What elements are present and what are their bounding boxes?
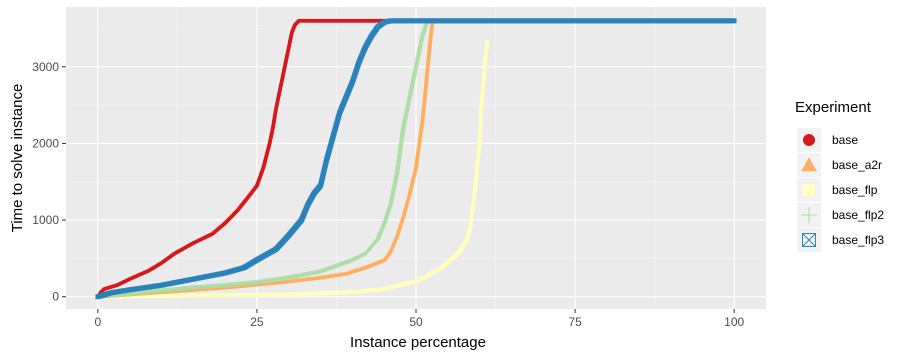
legend-key-base_flp (803, 184, 815, 196)
legend-item-base: base (797, 128, 858, 152)
series-base_flp3 (95, 18, 737, 300)
legend-key-base_flp3 (802, 233, 816, 247)
legend-key-base_a2r (801, 157, 817, 172)
legend: Experiment base base_a2r base_flp base_flp2… (795, 99, 884, 252)
data-point (485, 40, 490, 45)
legend-label-base_flp3: base_flp3 (832, 233, 884, 247)
legend-label-base_a2r: base_a2r (832, 158, 882, 172)
x-tick-label: 0 (94, 315, 101, 329)
legend-item-base_flp2: base_flp2 (797, 203, 884, 227)
legend-item-base_flp3: base_flp3 (797, 228, 884, 252)
legend-label-base_flp2: base_flp2 (832, 208, 884, 222)
legend-title: Experiment (795, 99, 872, 116)
legend-item-base_a2r: base_a2r (797, 153, 882, 177)
legend-key-base (803, 134, 815, 146)
legend-items: base base_a2r base_flp base_flp2 base_flp3 (797, 128, 884, 252)
x-axis-ticks: 0 25 50 75 100 (94, 309, 745, 329)
legend-label-base_flp: base_flp (832, 183, 878, 197)
x-tick-label: 50 (409, 315, 423, 329)
y-tick-label: 1000 (32, 213, 59, 227)
y-tick-label: 2000 (32, 136, 59, 150)
legend-label-base: base (832, 133, 858, 147)
y-axis-title: Time to solve instance (9, 84, 26, 233)
y-tick-label: 3000 (32, 60, 59, 74)
y-axis-ticks: 0 1000 2000 3000 (32, 60, 66, 304)
series-layer (95, 18, 737, 300)
x-tick-label: 25 (250, 315, 264, 329)
y-tick-label: 0 (52, 290, 59, 304)
x-tick-label: 100 (724, 315, 744, 329)
data-point (731, 18, 737, 24)
legend-item-base_flp: base_flp (797, 178, 878, 202)
x-tick-label: 75 (568, 315, 582, 329)
x-axis-title: Instance percentage (350, 334, 486, 351)
legend-key-base_flp2 (801, 207, 817, 223)
